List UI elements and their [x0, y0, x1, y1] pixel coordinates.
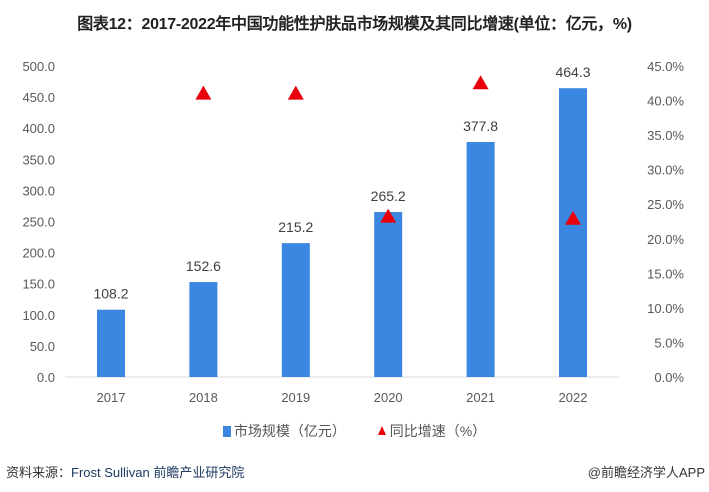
chart-title: 图表12：2017-2022年中国功能性护肤品市场规模及其同比增速(单位：亿元，…	[77, 16, 632, 33]
y-left-tick-label: 300.0	[22, 183, 55, 198]
growth-marker-2020	[380, 208, 397, 223]
legend-triangle-icon	[377, 426, 386, 435]
x-tick-label: 2019	[281, 390, 310, 405]
y-right-tick-label: 25.0%	[647, 197, 684, 212]
x-tick-label: 2020	[374, 390, 403, 405]
y-right-tick-label: 30.0%	[647, 163, 684, 178]
growth-marker-2018	[195, 85, 212, 100]
bar-2022	[559, 88, 587, 378]
growth-marker-2022	[565, 210, 581, 225]
y-left-tick-label: 400.0	[22, 121, 55, 136]
legend-item-marker: 同比增速（%）	[377, 421, 487, 441]
bar-data-label: 464.3	[555, 64, 590, 80]
y-right-tick-label: 15.0%	[647, 266, 684, 281]
bar-2021	[466, 142, 495, 377]
growth-marker-2021	[472, 75, 489, 90]
y-left-tick-label: 250.0	[22, 215, 55, 230]
y-left-tick-label: 50.0	[30, 339, 55, 354]
bar-data-label: 215.2	[278, 219, 313, 235]
bar-2017	[97, 309, 125, 377]
y-right-tick-label: 45.0%	[647, 59, 684, 74]
credit: @前瞻经济学人APP	[587, 465, 705, 480]
bar-2020	[374, 212, 403, 377]
bar-2018	[189, 282, 218, 377]
y-right-tick-label: 10.0%	[647, 301, 684, 316]
legend-label: 同比增速（%）	[389, 423, 487, 439]
growth-marker-2019	[287, 85, 304, 100]
y-left-tick-label: 450.0	[22, 90, 55, 105]
y-left-tick-label: 200.0	[22, 246, 55, 261]
y-left-tick-label: 0.0	[37, 370, 55, 385]
y-left-tick-label: 150.0	[22, 277, 55, 292]
y-left-tick-label: 350.0	[22, 152, 55, 167]
x-tick-label: 2021	[466, 390, 495, 405]
source-label: 资料来源：	[6, 465, 72, 480]
bar-2019	[281, 243, 310, 377]
bar-data-label: 108.2	[93, 286, 128, 302]
y-right-tick-label: 40.0%	[647, 94, 684, 109]
bar-data-label: 152.6	[186, 258, 221, 274]
y-right-tick-label: 20.0%	[647, 232, 684, 247]
source-org: Frost Sullivan 前瞻产业研究院	[71, 465, 245, 480]
legend-square-icon	[222, 426, 231, 437]
y-left-tick-label: 100.0	[22, 308, 55, 323]
y-left-tick-label: 500.0	[22, 59, 55, 74]
x-tick-label: 2017	[97, 390, 126, 405]
source-note: 资料来源：Frost Sullivan 前瞻产业研究院	[6, 462, 244, 481]
y-right-tick-label: 5.0%	[654, 335, 684, 350]
y-right-tick-label: 0.0%	[654, 370, 684, 385]
legend-label: 市场规模（亿元）	[233, 423, 346, 439]
bar-data-label: 377.8	[463, 118, 498, 134]
x-tick-label: 2018	[189, 390, 218, 405]
legend-item-bar: 市场规模（亿元）	[222, 421, 346, 441]
y-right-tick-label: 35.0%	[647, 128, 684, 143]
bar-data-label: 265.2	[371, 188, 406, 204]
legend: 市场规模（亿元） 同比增速（%）	[0, 421, 709, 441]
x-tick-label: 2022	[559, 390, 588, 405]
